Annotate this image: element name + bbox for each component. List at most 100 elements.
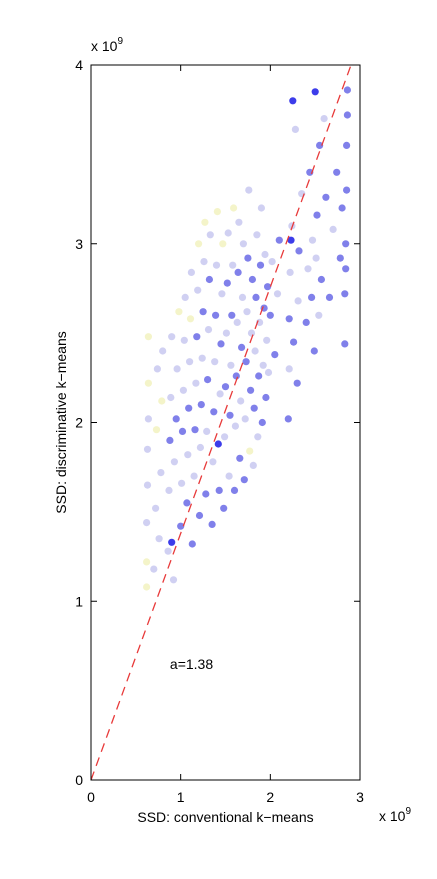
data-point xyxy=(170,458,178,466)
data-point xyxy=(143,481,152,489)
data-point xyxy=(250,404,258,412)
data-point xyxy=(342,240,350,248)
data-point xyxy=(284,415,292,423)
data-point xyxy=(158,397,166,405)
data-point xyxy=(286,268,294,276)
data-point xyxy=(181,293,189,301)
data-point xyxy=(306,168,314,176)
data-point xyxy=(217,340,225,348)
data-point xyxy=(246,447,254,455)
data-point xyxy=(254,433,262,441)
ticks-layer: 0 1 2 3 0 1 2 3 4 xyxy=(75,57,364,805)
data-point xyxy=(244,254,252,262)
data-point xyxy=(343,86,351,94)
data-point xyxy=(312,254,320,262)
data-point xyxy=(273,290,282,298)
data-point xyxy=(187,268,195,276)
data-point xyxy=(194,286,202,294)
data-point xyxy=(310,347,318,355)
data-point xyxy=(215,486,223,494)
data-point xyxy=(197,401,205,409)
data-point xyxy=(205,275,213,284)
data-point xyxy=(341,340,349,348)
data-point xyxy=(220,504,228,512)
data-point xyxy=(317,275,325,284)
data-point xyxy=(180,336,188,344)
data-point xyxy=(262,393,270,402)
y-multiplier-base: x 10 xyxy=(91,38,118,54)
data-point xyxy=(144,415,152,423)
data-point xyxy=(196,443,204,452)
data-point xyxy=(192,379,200,387)
data-point xyxy=(253,231,261,239)
data-point xyxy=(241,415,249,423)
data-point xyxy=(190,472,198,480)
data-point xyxy=(264,368,273,377)
data-point xyxy=(152,504,160,512)
x-tick-label: 3 xyxy=(356,789,364,805)
data-point xyxy=(214,440,222,448)
data-point xyxy=(242,358,250,366)
data-point xyxy=(302,318,310,326)
data-point xyxy=(247,386,255,394)
data-point xyxy=(238,293,247,301)
data-point xyxy=(185,404,193,412)
data-point xyxy=(294,297,302,305)
data-point xyxy=(308,293,316,301)
plot-frame xyxy=(90,64,361,781)
data-point xyxy=(336,254,344,262)
data-point xyxy=(257,204,265,212)
data-point xyxy=(195,240,203,248)
data-point xyxy=(165,486,173,494)
data-point xyxy=(168,538,176,546)
data-point xyxy=(179,386,187,394)
data-point xyxy=(178,427,187,435)
data-point xyxy=(240,476,248,484)
data-point xyxy=(150,565,158,573)
data-point xyxy=(200,258,208,266)
slope-annotation: a=1.38 xyxy=(170,656,213,672)
data-point xyxy=(203,427,211,435)
y-tick-label: 0 xyxy=(75,772,83,788)
data-point xyxy=(221,433,229,441)
y-tick-label: 1 xyxy=(75,593,83,609)
data-point xyxy=(186,358,194,366)
data-point xyxy=(175,308,183,316)
data-point xyxy=(243,308,251,316)
data-point xyxy=(233,318,241,326)
data-point xyxy=(234,268,242,276)
data-point xyxy=(152,426,161,434)
data-point xyxy=(290,338,298,346)
data-point xyxy=(222,329,230,337)
data-point xyxy=(191,426,199,434)
data-point xyxy=(143,583,151,591)
y-tick-label: 4 xyxy=(75,57,83,73)
data-point xyxy=(159,347,167,355)
x-axis-label: SSD: conventional k−means xyxy=(137,809,313,825)
data-point xyxy=(230,204,238,212)
data-point xyxy=(228,311,236,319)
data-point xyxy=(210,408,218,416)
data-point xyxy=(315,311,323,319)
data-point xyxy=(259,361,267,369)
data-point xyxy=(311,88,319,96)
data-point xyxy=(249,461,257,469)
data-point xyxy=(263,336,271,344)
data-point xyxy=(251,347,259,355)
data-point xyxy=(275,236,283,244)
data-point xyxy=(237,397,245,405)
data-point xyxy=(225,472,233,480)
data-point xyxy=(343,111,351,119)
data-point xyxy=(155,535,163,543)
data-point xyxy=(285,365,293,373)
data-point xyxy=(289,97,297,105)
data-point xyxy=(245,186,253,194)
data-point xyxy=(252,293,260,301)
data-point xyxy=(223,279,231,287)
data-point xyxy=(316,141,324,149)
data-point xyxy=(308,236,317,244)
data-point xyxy=(211,358,219,366)
data-point xyxy=(144,379,152,387)
data-point xyxy=(232,372,240,380)
